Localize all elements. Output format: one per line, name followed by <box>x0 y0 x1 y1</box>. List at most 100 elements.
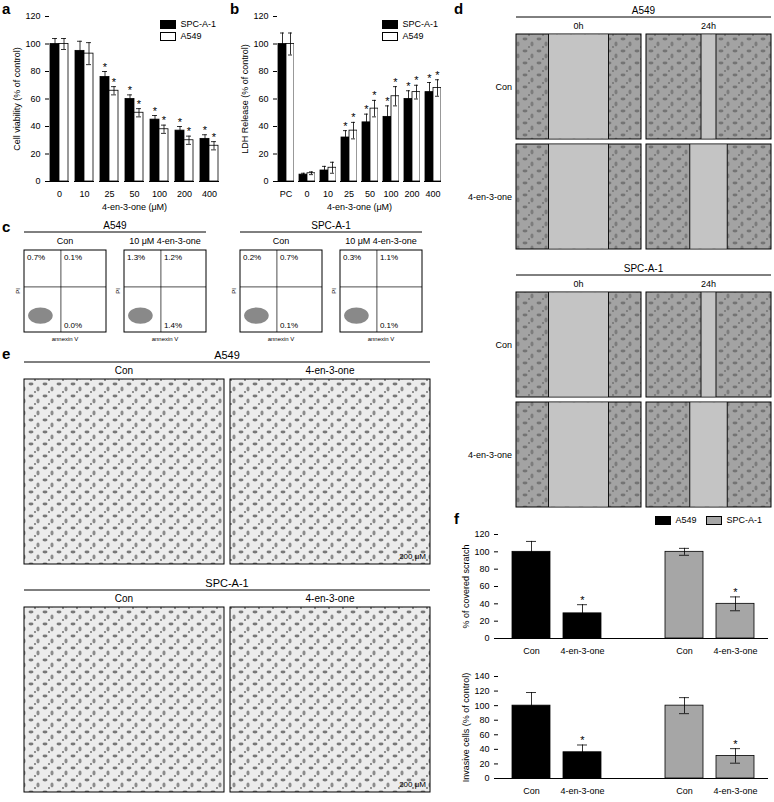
svg-text:60: 60 <box>30 94 40 104</box>
svg-text:PI: PI <box>331 288 337 294</box>
svg-text:Con: Con <box>523 786 540 796</box>
svg-text:120: 120 <box>25 11 40 21</box>
svg-text:*: * <box>187 125 192 137</box>
svg-text:0: 0 <box>57 189 62 199</box>
svg-text:annexin V: annexin V <box>52 336 79 342</box>
svg-text:20: 20 <box>30 149 40 159</box>
svg-text:Con: Con <box>495 82 512 92</box>
svg-text:25: 25 <box>344 189 354 199</box>
svg-text:80: 80 <box>479 564 489 574</box>
svg-text:40: 40 <box>258 121 268 131</box>
svg-text:24h: 24h <box>701 21 716 31</box>
svg-text:120: 120 <box>474 686 489 696</box>
svg-text:120: 120 <box>474 529 489 539</box>
svg-text:0: 0 <box>304 189 309 199</box>
svg-text:25: 25 <box>104 189 114 199</box>
svg-text:*: * <box>178 116 183 128</box>
svg-text:20: 20 <box>479 759 489 769</box>
svg-text:4-en-3-one: 4-en-3-one <box>306 593 355 604</box>
svg-text:20: 20 <box>258 149 268 159</box>
svg-text:Con: Con <box>273 236 290 246</box>
svg-text:40: 40 <box>479 744 489 754</box>
svg-text:0: 0 <box>484 773 489 783</box>
svg-text:SPC-A-1: SPC-A-1 <box>311 220 351 231</box>
svg-text:20: 20 <box>479 616 489 626</box>
svg-text:60: 60 <box>479 581 489 591</box>
svg-text:*: * <box>733 738 738 750</box>
svg-text:A549: A549 <box>632 5 656 16</box>
svg-text:200 μM: 200 μM <box>399 780 426 789</box>
svg-text:*: * <box>733 586 738 598</box>
svg-text:400: 400 <box>425 189 440 199</box>
svg-text:*: * <box>351 111 356 123</box>
svg-text:100: 100 <box>152 189 167 199</box>
svg-text:4-en-3-one: 4-en-3-one <box>468 192 512 202</box>
svg-text:*: * <box>128 84 133 96</box>
svg-text:0.7%: 0.7% <box>27 253 45 262</box>
svg-text:80: 80 <box>479 715 489 725</box>
svg-text:annexin V: annexin V <box>368 336 395 342</box>
svg-text:*: * <box>153 105 158 117</box>
svg-text:annexin V: annexin V <box>152 336 179 342</box>
svg-text:80: 80 <box>30 66 40 76</box>
svg-text:4-en-3-one (μM): 4-en-3-one (μM) <box>102 202 167 212</box>
svg-text:0.7%: 0.7% <box>280 253 298 262</box>
svg-text:PI: PI <box>15 288 21 294</box>
svg-text:200: 200 <box>177 189 192 199</box>
svg-text:SPC-A-1: SPC-A-1 <box>624 263 664 274</box>
svg-text:*: * <box>393 76 398 88</box>
svg-text:80: 80 <box>258 66 268 76</box>
svg-text:annexin V: annexin V <box>268 336 295 342</box>
svg-text:60: 60 <box>479 730 489 740</box>
svg-text:% of covered scratch: % of covered scratch <box>461 544 471 628</box>
svg-text:Con: Con <box>676 786 693 796</box>
svg-text:10: 10 <box>323 189 333 199</box>
svg-text:Con: Con <box>495 340 512 350</box>
svg-text:0.1%: 0.1% <box>280 321 298 330</box>
svg-text:Invasive cells (% of control): Invasive cells (% of control) <box>461 673 471 783</box>
svg-text:*: * <box>162 114 167 126</box>
svg-text:*: * <box>385 95 390 107</box>
svg-text:100: 100 <box>474 547 489 557</box>
svg-text:100: 100 <box>474 701 489 711</box>
svg-text:1.3%: 1.3% <box>127 253 145 262</box>
svg-text:200: 200 <box>404 189 419 199</box>
svg-text:4-en-3-one: 4-en-3-one <box>306 365 355 376</box>
svg-text:*: * <box>343 120 348 132</box>
svg-text:4-en-3-one: 4-en-3-one <box>468 450 512 460</box>
svg-text:0.0%: 0.0% <box>64 321 82 330</box>
svg-text:Con: Con <box>115 365 133 376</box>
svg-text:0h: 0h <box>573 279 583 289</box>
svg-text:*: * <box>137 98 142 110</box>
svg-text:Con: Con <box>57 236 74 246</box>
svg-text:*: * <box>435 69 440 81</box>
svg-text:0.1%: 0.1% <box>64 253 82 262</box>
svg-text:0.1%: 0.1% <box>380 321 398 330</box>
svg-text:24h: 24h <box>701 279 716 289</box>
svg-text:0: 0 <box>35 176 40 186</box>
svg-text:LDH Release (% of control): LDH Release (% of control) <box>240 44 250 154</box>
svg-text:0.3%: 0.3% <box>343 253 361 262</box>
svg-text:Con: Con <box>523 646 540 656</box>
svg-text:50: 50 <box>129 189 139 199</box>
svg-text:4-en-3-one (μM): 4-en-3-one (μM) <box>327 202 392 212</box>
svg-text:A549: A549 <box>103 220 127 231</box>
svg-text:200 μM: 200 μM <box>399 552 426 561</box>
svg-text:A549: A549 <box>214 349 240 361</box>
svg-text:*: * <box>372 89 377 101</box>
svg-text:0: 0 <box>263 176 268 186</box>
svg-text:*: * <box>112 76 117 88</box>
svg-text:100: 100 <box>253 39 268 49</box>
svg-text:PI: PI <box>231 288 237 294</box>
svg-text:Con: Con <box>115 593 133 604</box>
svg-text:*: * <box>103 61 108 73</box>
svg-text:60: 60 <box>258 94 268 104</box>
svg-text:0h: 0h <box>573 21 583 31</box>
svg-text:140: 140 <box>474 671 489 681</box>
svg-text:4-en-3-one: 4-en-3-one <box>560 786 604 796</box>
svg-text:400: 400 <box>202 189 217 199</box>
svg-text:10: 10 <box>79 189 89 199</box>
svg-text:0: 0 <box>484 633 489 643</box>
svg-text:0.2%: 0.2% <box>243 253 261 262</box>
svg-text:120: 120 <box>253 11 268 21</box>
